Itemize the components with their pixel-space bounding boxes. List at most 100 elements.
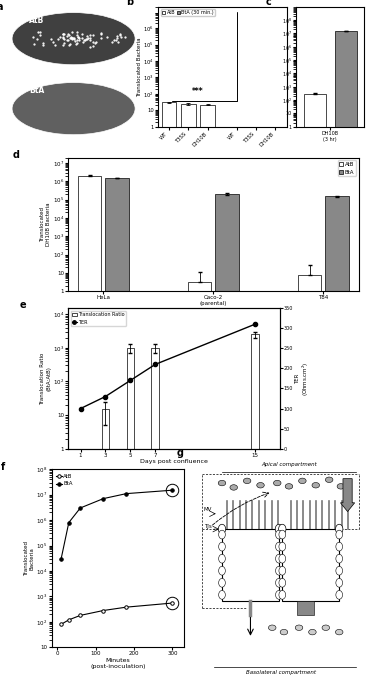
Ellipse shape: [230, 485, 237, 490]
Circle shape: [276, 543, 282, 551]
Circle shape: [218, 524, 226, 534]
Circle shape: [336, 578, 343, 587]
Y-axis label: Translocated
DH10B Bacteria: Translocated DH10B Bacteria: [40, 203, 51, 246]
Text: MV: MV: [204, 507, 212, 512]
Circle shape: [336, 566, 343, 575]
Ellipse shape: [298, 478, 306, 484]
Bar: [127, 348, 134, 685]
AtB: [124, 603, 128, 611]
Circle shape: [279, 543, 286, 551]
AtB: [101, 606, 106, 614]
Circle shape: [336, 554, 343, 563]
Ellipse shape: [337, 484, 345, 489]
Ellipse shape: [273, 480, 281, 486]
Bar: [162, 103, 176, 685]
Circle shape: [279, 566, 286, 575]
Bar: [304, 94, 326, 685]
Circle shape: [279, 590, 286, 599]
BtA: [124, 490, 128, 498]
Ellipse shape: [295, 625, 303, 630]
Text: Basolateral compartment: Basolateral compartment: [245, 670, 316, 675]
BtA: [67, 519, 71, 527]
Ellipse shape: [336, 630, 343, 635]
Circle shape: [276, 566, 282, 575]
Legend: AtB, BtA: AtB, BtA: [54, 472, 74, 488]
AtB: [67, 616, 71, 624]
Circle shape: [279, 554, 286, 563]
BtA: [59, 555, 63, 563]
Bar: [215, 194, 239, 685]
Circle shape: [219, 578, 225, 587]
AtB: [59, 620, 63, 628]
Text: b: b: [126, 0, 133, 8]
Legend: AtB, BtA: AtB, BtA: [337, 160, 356, 177]
Text: a: a: [0, 2, 3, 12]
Circle shape: [219, 590, 225, 599]
Text: EPEC: EPEC: [250, 189, 263, 194]
Text: AtB: AtB: [29, 16, 44, 25]
Circle shape: [336, 530, 343, 539]
Bar: [152, 348, 159, 685]
Y-axis label: Translocation Ratio
(BtA:AtB): Translocation Ratio (BtA:AtB): [40, 352, 51, 405]
Legend: AtB, BtA (30 min.): AtB, BtA (30 min.): [161, 10, 215, 16]
Circle shape: [219, 530, 225, 539]
Text: e: e: [20, 300, 26, 310]
Text: EPEC: EPEC: [182, 189, 195, 194]
Text: TJs: TJs: [204, 525, 211, 530]
Bar: [222, 529, 279, 601]
Text: ***: ***: [192, 88, 204, 97]
Ellipse shape: [269, 625, 276, 630]
Circle shape: [276, 554, 282, 563]
Line: BtA: BtA: [59, 488, 174, 560]
Ellipse shape: [325, 477, 333, 482]
Bar: [188, 282, 212, 685]
Bar: [77, 449, 84, 685]
Bar: [282, 529, 339, 601]
Circle shape: [275, 524, 283, 534]
Y-axis label: Translocated Bacteria: Translocated Bacteria: [137, 37, 142, 97]
Ellipse shape: [309, 630, 316, 635]
BtA: [170, 486, 175, 495]
Circle shape: [276, 530, 282, 539]
Ellipse shape: [285, 484, 293, 489]
FancyArrow shape: [340, 479, 355, 512]
Circle shape: [219, 554, 225, 563]
Bar: [249, 127, 263, 685]
BtA: [78, 504, 82, 512]
Circle shape: [336, 543, 343, 551]
Circle shape: [336, 524, 343, 534]
Circle shape: [336, 590, 343, 599]
Text: g: g: [177, 448, 184, 458]
Circle shape: [219, 543, 225, 551]
Circle shape: [279, 530, 286, 539]
Bar: [229, 127, 244, 685]
Ellipse shape: [12, 12, 135, 65]
Text: BtA: BtA: [29, 86, 44, 95]
Bar: [325, 197, 349, 685]
Ellipse shape: [243, 478, 251, 484]
Bar: [78, 176, 102, 685]
Ellipse shape: [280, 630, 288, 635]
Circle shape: [276, 590, 282, 599]
Bar: [181, 103, 195, 685]
Bar: [200, 105, 215, 685]
Bar: [298, 275, 322, 685]
Circle shape: [279, 578, 286, 587]
Bar: [105, 178, 129, 685]
Bar: [335, 31, 357, 685]
Line: AtB: AtB: [59, 601, 174, 626]
Text: Apical compartment: Apical compartment: [261, 462, 317, 467]
X-axis label: Days post confluence: Days post confluence: [140, 459, 208, 464]
Bar: [251, 334, 259, 685]
Ellipse shape: [322, 625, 330, 630]
Ellipse shape: [312, 482, 319, 488]
X-axis label: Minutes
(post-inoculation): Minutes (post-inoculation): [90, 658, 145, 669]
Ellipse shape: [218, 480, 226, 486]
Y-axis label: Translocated
Bacteria: Translocated Bacteria: [24, 540, 35, 576]
Circle shape: [276, 578, 282, 587]
Legend: Translocation Ratio, TER: Translocation Ratio, TER: [71, 311, 126, 326]
Text: d: d: [13, 149, 20, 160]
Text: c: c: [266, 0, 271, 8]
Bar: [268, 127, 283, 685]
BtA: [101, 495, 106, 503]
